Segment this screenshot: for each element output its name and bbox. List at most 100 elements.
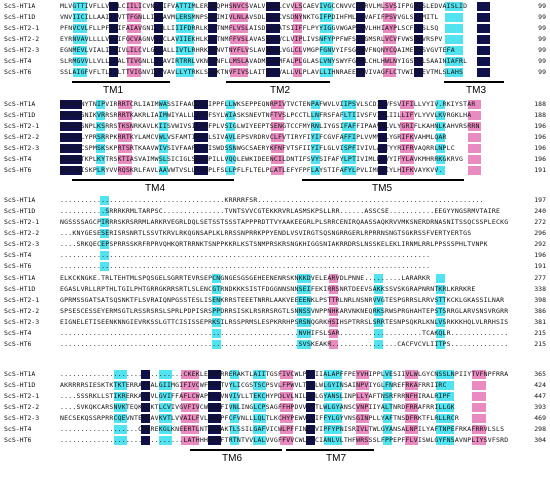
conservation-highlight — [100, 240, 110, 249]
conservation-highlight — [109, 46, 119, 55]
conservation-highlight — [158, 414, 172, 423]
conservation-highlight — [378, 111, 388, 120]
transmembrane-bar — [72, 179, 234, 181]
conservation-highlight — [342, 133, 356, 142]
conservation-highlight — [207, 425, 222, 434]
conservation-highlight — [176, 46, 195, 55]
sequence-text: EYRNVAVLLLLVAIIFGCVAGNVVICLAVIIEKHLKYLTN… — [60, 35, 443, 43]
conservation-highlight — [400, 144, 414, 153]
conservation-highlight — [373, 318, 383, 327]
conservation-highlight — [266, 24, 280, 33]
sequence-residues: RFLAICSPMSKSKPRTSRTKAAVWIVSIVFAAPLIFISWD… — [60, 144, 508, 153]
sequence-name: ScS-HT1D — [4, 207, 36, 215]
conservation-highlight — [118, 122, 132, 131]
conservation-highlight — [413, 35, 423, 44]
conservation-highlight — [436, 285, 446, 294]
conservation-highlight — [297, 296, 311, 305]
conservation-highlight — [180, 381, 199, 390]
conservation-highlight — [382, 68, 396, 77]
sequence-name: ScS-HT1D — [4, 381, 36, 389]
conservation-highlight — [207, 414, 222, 423]
residue-position: 191 — [534, 262, 546, 270]
conservation-highlight — [400, 122, 414, 131]
conservation-highlight — [297, 285, 311, 294]
conservation-highlight — [73, 24, 87, 33]
conservation-highlight — [436, 144, 446, 153]
conservation-highlight — [194, 144, 208, 153]
conservation-highlight — [100, 218, 110, 227]
conservation-highlight — [100, 229, 110, 238]
conservation-highlight — [378, 144, 388, 153]
conservation-highlight — [436, 340, 446, 349]
sequence-name: ScS-HT4 — [4, 425, 32, 433]
conservation-highlight — [306, 392, 316, 401]
sequence-residues: RYLAISNPLKSRRSTKSNRKAVLKIISVWIVSILMSFPLV… — [60, 122, 508, 131]
conservation-highlight — [154, 46, 164, 55]
residue-position: 196 — [534, 133, 546, 141]
conservation-highlight — [324, 403, 343, 412]
sequence-residues: GPRMSSGATSATSQSNKTFLSVRAIQNPGSSTESLISENK… — [60, 296, 508, 305]
sequence-text: SLRMGVVLLVLLSFALTIVGNLLILAVIRTRRLVKNITNF… — [60, 57, 468, 65]
residue-position: 215 — [534, 329, 546, 337]
conservation-highlight — [127, 46, 141, 55]
conservation-highlight — [180, 425, 199, 434]
conservation-highlight — [158, 122, 168, 131]
alignment-row: ScS-HT2-2 ...KNYGESESERISRSNRTLSSVTKRVLRK… — [0, 229, 550, 238]
sequence-text: EGNMEVLVIALIVNIVLILCVLGNIALLIVTLRHRKLKNV… — [60, 46, 455, 54]
conservation-highlight — [252, 436, 267, 445]
conservation-highlight — [252, 392, 267, 401]
conservation-highlight — [355, 392, 370, 401]
sequence-residues: PFNVCVLFLLPFIMIFAIAVGNILVLLIIIFDRRLKTVTN… — [60, 24, 508, 33]
conservation-highlight — [207, 68, 217, 77]
conservation-highlight — [467, 155, 482, 164]
conservation-highlight — [467, 100, 482, 109]
conservation-highlight — [445, 35, 464, 44]
conservation-highlight — [436, 274, 446, 283]
conservation-highlight — [472, 414, 486, 423]
sequence-text: VNVIICILLAAIICVTTFGNLLIHVAVMLERSMNPSNVIM… — [60, 13, 439, 21]
conservation-highlight — [109, 68, 119, 77]
conservation-highlight — [207, 57, 217, 66]
conservation-highlight — [180, 370, 199, 379]
sequence-name: ScS-HT2-3 — [4, 414, 40, 422]
conservation-highlight — [297, 274, 311, 283]
conservation-highlight — [436, 414, 455, 423]
conservation-highlight — [310, 111, 320, 120]
conservation-highlight — [324, 392, 343, 401]
conservation-highlight — [230, 381, 240, 390]
residue-position: 398 — [534, 296, 546, 304]
conservation-highlight — [154, 2, 164, 11]
residue-position: 393 — [534, 403, 546, 411]
residue-position: 240 — [534, 207, 546, 215]
conservation-highlight — [154, 35, 164, 44]
conservation-highlight — [476, 2, 491, 11]
alignment-row: ScS-HT6 ..............................LAT… — [0, 436, 550, 445]
conservation-highlight — [279, 381, 293, 390]
conservation-highlight — [279, 436, 293, 445]
conservation-highlight — [230, 57, 249, 66]
alignment-row: ScS-HT1A RYVAVNYTNIPVIRRRTCRLIAIMWASSIFAA… — [0, 100, 550, 109]
conservation-highlight — [140, 370, 150, 379]
conservation-highlight — [109, 13, 119, 22]
conservation-highlight — [207, 13, 217, 22]
conservation-highlight — [328, 329, 338, 338]
conservation-highlight — [355, 13, 365, 22]
conservation-highlight — [382, 436, 392, 445]
conservation-highlight — [436, 436, 455, 445]
conservation-highlight — [324, 414, 343, 423]
conservation-highlight — [292, 13, 302, 22]
sequence-name: ScS-HT1D — [4, 111, 36, 119]
conservation-highlight — [472, 403, 486, 412]
conservation-highlight — [158, 370, 172, 379]
conservation-highlight — [158, 403, 172, 412]
residue-position: 99 — [538, 46, 546, 54]
conservation-highlight — [413, 24, 423, 33]
conservation-highlight — [445, 2, 464, 11]
sequence-text: RYLAILYPRSRRPKRRTKYLAMCVWLVSFAMTIVFTLSIV… — [60, 133, 447, 141]
sequence-residues: RYVAVNYTNIPVIRRRTCRLIAIMWASSIFAAGCSLIPPF… — [60, 100, 508, 109]
conservation-highlight — [154, 24, 164, 33]
conservation-highlight — [319, 2, 334, 11]
conservation-highlight — [378, 122, 388, 131]
sequence-text: ...................CHRREKGLKNEERTLNTKKAA… — [60, 425, 505, 433]
conservation-highlight — [225, 166, 235, 175]
